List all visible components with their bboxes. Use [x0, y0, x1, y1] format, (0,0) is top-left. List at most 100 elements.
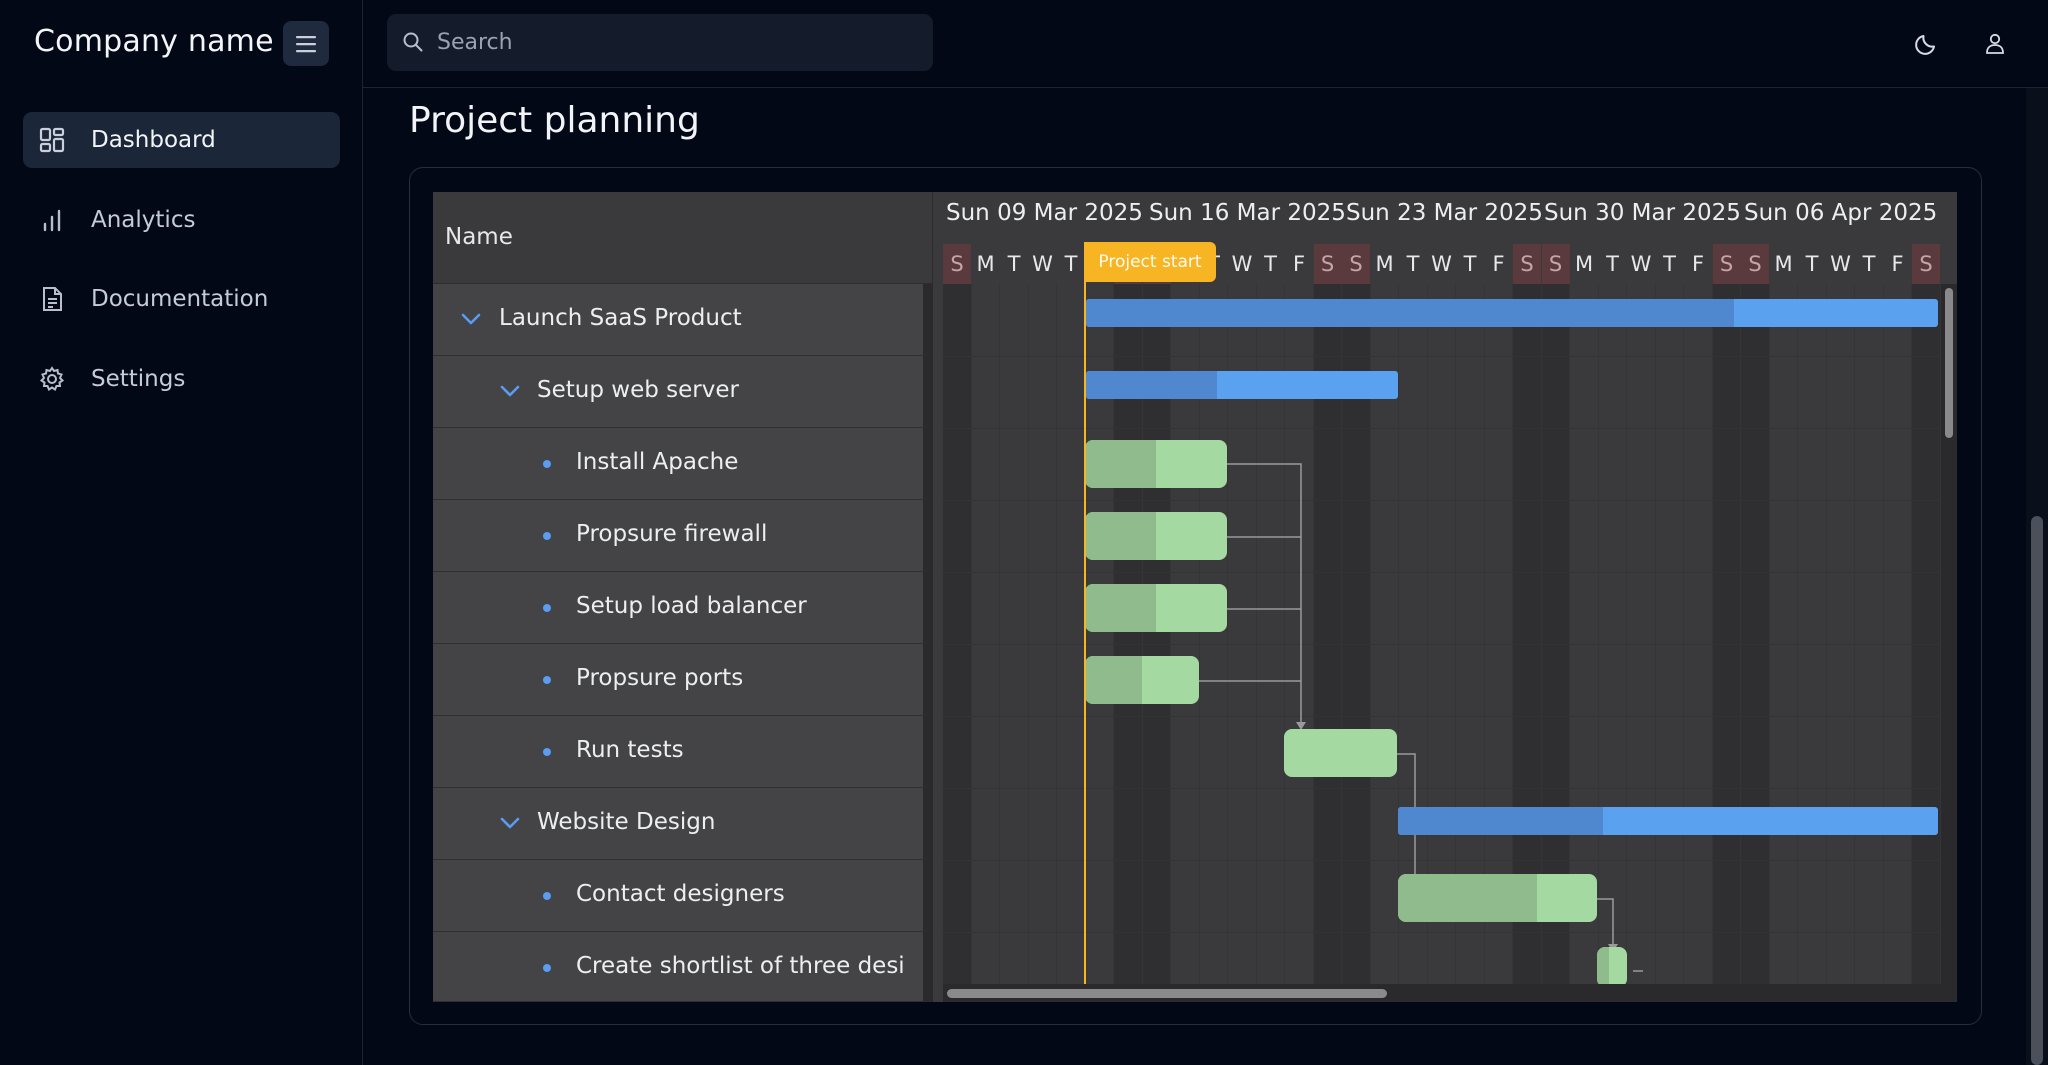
progress-fill	[1085, 512, 1156, 560]
sidebar-item-label: Analytics	[91, 207, 196, 233]
day-column	[1513, 284, 1542, 984]
day-column	[1855, 284, 1884, 984]
dark-mode-icon[interactable]	[1914, 30, 1940, 56]
sidebar-item-settings[interactable]: Settings	[23, 351, 340, 407]
search-box[interactable]	[387, 14, 933, 71]
day-label: W	[1431, 252, 1452, 276]
table-row[interactable]: Create shortlist of three desi	[433, 932, 933, 1002]
table-row[interactable]: Website Design	[433, 788, 933, 860]
week-label: Sun 30 Mar 2025	[1544, 200, 1741, 226]
chevron-down-icon[interactable]	[499, 380, 521, 402]
row-divider	[943, 644, 1940, 645]
day-column	[1599, 284, 1627, 984]
task-name: Contact designers	[576, 881, 785, 907]
day-column	[1798, 284, 1827, 984]
day-column	[1313, 284, 1342, 984]
row-divider	[943, 428, 1940, 429]
day-column	[1371, 284, 1399, 984]
day-label: S	[943, 244, 971, 284]
grid-header: Name	[433, 192, 933, 284]
task-bar[interactable]	[1085, 512, 1227, 560]
project-bar[interactable]	[1086, 299, 1938, 327]
progress-fill	[1085, 440, 1156, 488]
day-column	[1570, 284, 1599, 984]
row-divider	[943, 860, 1940, 861]
table-row[interactable]: Install Apache	[433, 428, 933, 500]
hamburger-icon	[296, 35, 316, 52]
sidebar-item-dashboard[interactable]: Dashboard	[23, 112, 340, 168]
vertical-scrollbar[interactable]	[1941, 284, 1957, 984]
day-label: T	[1663, 252, 1676, 276]
search-input[interactable]	[437, 14, 917, 71]
task-bar[interactable]	[1085, 440, 1227, 488]
task-bar[interactable]	[1597, 947, 1627, 987]
day-column	[1342, 284, 1371, 984]
horizontal-scrollbar-thumb[interactable]	[947, 989, 1387, 998]
day-label: S	[1342, 244, 1370, 284]
day-label: S	[1541, 244, 1570, 284]
name-column-header[interactable]: Name	[445, 224, 513, 250]
table-row[interactable]: Propsure ports	[433, 644, 933, 716]
bullet-icon	[543, 676, 551, 684]
table-row[interactable]: Propsure firewall	[433, 500, 933, 572]
table-row[interactable]: Launch SaaS Product	[433, 284, 933, 356]
search-icon	[403, 32, 423, 52]
chevron-down-icon[interactable]	[499, 812, 521, 834]
horizontal-scrollbar[interactable]	[943, 984, 1957, 1002]
day-column	[1485, 284, 1513, 984]
day-column	[1712, 284, 1741, 984]
day-column	[972, 284, 1000, 984]
task-bar[interactable]	[1085, 656, 1199, 704]
day-column	[1827, 284, 1855, 984]
sidebar-item-label: Documentation	[91, 286, 269, 312]
bullet-icon	[543, 460, 551, 468]
chevron-down-icon[interactable]	[460, 308, 482, 330]
project-bar[interactable]	[1086, 371, 1398, 399]
day-column	[1741, 284, 1770, 984]
menu-toggle-button[interactable]	[283, 21, 329, 66]
day-label: F	[1891, 252, 1904, 276]
top-bar	[363, 0, 2048, 88]
bar-chart-icon	[43, 209, 61, 232]
week-label: Sun 09 Mar 2025	[946, 200, 1143, 226]
sidebar-item-label: Dashboard	[91, 127, 216, 153]
table-row[interactable]: Setup load balancer	[433, 572, 933, 644]
bullet-icon	[543, 748, 551, 756]
day-label: M	[1574, 252, 1594, 276]
table-row[interactable]: Setup web server	[433, 356, 933, 428]
page-scrollbar[interactable]	[2026, 88, 2048, 1065]
day-column	[1086, 284, 1114, 984]
day-column	[1114, 284, 1143, 984]
day-column	[1228, 284, 1257, 984]
row-divider	[943, 788, 1940, 789]
user-icon[interactable]	[1982, 30, 2008, 56]
vertical-scrollbar-thumb[interactable]	[1945, 288, 1953, 438]
task-bar[interactable]	[1398, 874, 1597, 922]
brand-name: Company name	[34, 24, 274, 59]
task-bar[interactable]	[1284, 729, 1397, 777]
day-label: S	[1513, 244, 1541, 284]
project-bar[interactable]	[1398, 807, 1938, 835]
progress-fill	[1597, 947, 1609, 987]
table-row[interactable]: Run tests	[433, 716, 933, 788]
task-name: Setup load balancer	[576, 593, 807, 619]
project-start-marker[interactable]: Project start	[1084, 242, 1216, 282]
day-label: T	[1463, 252, 1477, 276]
task-bar[interactable]	[1085, 584, 1227, 632]
task-name: Propsure ports	[576, 665, 744, 691]
task-name: Install Apache	[576, 449, 739, 475]
progress-fill	[1086, 371, 1218, 399]
gear-icon	[39, 366, 65, 391]
page-scrollbar-thumb[interactable]	[2031, 516, 2043, 1065]
day-column	[1399, 284, 1428, 984]
bullet-icon	[543, 532, 551, 540]
day-column	[1884, 284, 1912, 984]
day-label: T	[1805, 252, 1819, 276]
day-column	[1456, 284, 1485, 984]
sidebar-item-documentation[interactable]: Documentation	[23, 271, 340, 327]
table-row[interactable]: Contact designers	[433, 860, 933, 932]
day-column	[1428, 284, 1456, 984]
progress-fill	[1398, 807, 1604, 835]
day-label: S	[1912, 244, 1940, 284]
sidebar-item-analytics[interactable]: Analytics	[23, 192, 340, 248]
